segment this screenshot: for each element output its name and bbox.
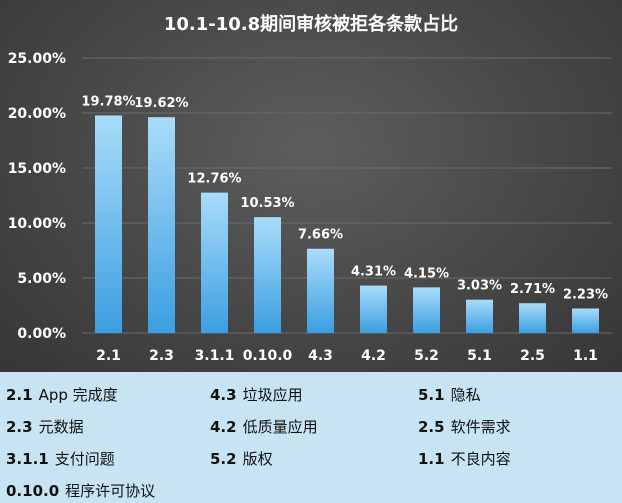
legend-panel: 2.1 App 完成度 2.3 元数据 3.1.1 支付问题 0.10.0 程序许可协议…: [0, 372, 622, 503]
legend-item-2-5: 2.5 软件需求: [418, 416, 511, 437]
bar: [307, 248, 334, 333]
legend-label: 低质量应用: [242, 418, 318, 436]
legend-item-0-10-0: 0.10.0 程序许可协议: [6, 480, 155, 501]
bar: [254, 217, 281, 333]
bar: [413, 287, 440, 333]
y-tick-label: 0.00%: [17, 326, 66, 342]
legend-code: 4.3: [210, 386, 237, 404]
legend-item-5-2: 5.2 版权: [210, 448, 273, 469]
bar: [519, 303, 546, 333]
y-tick-label: 10.00%: [8, 216, 66, 232]
legend-code: 1.1: [418, 450, 445, 468]
x-tick-label: 1.1: [573, 348, 598, 364]
x-tick-label: 4.2: [361, 348, 386, 364]
bar: [360, 285, 387, 333]
legend-label: 元数据: [38, 418, 84, 436]
legend-label: 程序许可协议: [65, 482, 156, 500]
data-label: 12.76%: [187, 172, 241, 187]
x-tick-label: 4.3: [308, 348, 333, 364]
x-tick-label: 2.5: [520, 348, 545, 364]
x-tick-label: 0.10.0: [243, 348, 293, 364]
bar: [148, 117, 175, 334]
legend-label: 隐私: [450, 386, 481, 404]
legend-code: 0.10.0: [6, 482, 60, 500]
data-label: 19.78%: [81, 94, 135, 109]
x-tick-label: 5.1: [467, 348, 492, 364]
bar: [95, 115, 122, 333]
y-tick-label: 25.00%: [8, 51, 66, 67]
y-tick-label: 15.00%: [8, 161, 66, 177]
legend-item-3-1-1: 3.1.1 支付问题: [6, 448, 115, 469]
legend-code: 5.1: [418, 386, 445, 404]
data-label: 2.71%: [510, 282, 555, 297]
legend-code: 2.3: [6, 418, 33, 436]
x-tick-label: 2.3: [149, 348, 174, 364]
legend-code: 3.1.1: [6, 450, 49, 468]
bar: [201, 192, 228, 333]
bar: [466, 299, 493, 333]
legend-code: 5.2: [210, 450, 237, 468]
y-tick-label: 20.00%: [8, 106, 66, 122]
data-label: 10.53%: [240, 196, 294, 211]
legend-item-4-2: 4.2 低质量应用: [210, 416, 318, 437]
legend-code: 4.2: [210, 418, 237, 436]
legend-label: 垃圾应用: [242, 386, 303, 404]
legend-code: 2.1: [6, 386, 33, 404]
chart-panel: 10.1-10.8期间审核被拒各条款占比 0.00% 5.00% 10.00% 15.…: [0, 0, 622, 372]
data-label: 2.23%: [563, 287, 608, 302]
data-label: 7.66%: [298, 228, 343, 243]
chart-title: 10.1-10.8期间审核被拒各条款占比: [163, 14, 459, 35]
legend-item-5-1: 5.1 隐私: [418, 384, 481, 405]
legend-item-2-1: 2.1 App 完成度: [6, 384, 118, 405]
legend-item-2-3: 2.3 元数据: [6, 416, 84, 437]
legend-item-1-1: 1.1 不良内容: [418, 448, 511, 469]
x-tick-label: 2.1: [96, 348, 121, 364]
legend-item-4-3: 4.3 垃圾应用: [210, 384, 303, 405]
legend-label: App 完成度: [38, 386, 118, 404]
y-tick-label: 5.00%: [17, 271, 66, 287]
legend-label: 不良内容: [450, 450, 511, 468]
legend-code: 2.5: [418, 418, 445, 436]
x-tick-label: 5.2: [414, 348, 439, 364]
data-label: 19.62%: [134, 96, 188, 111]
bar: [572, 308, 599, 333]
legend-label: 支付问题: [54, 450, 115, 468]
legend-label: 版权: [242, 450, 273, 468]
data-label: 4.15%: [404, 266, 449, 281]
x-tick-label: 3.1.1: [195, 348, 235, 364]
legend-label: 软件需求: [450, 418, 511, 436]
data-label: 4.31%: [351, 265, 396, 280]
bar-chart: 0.00% 5.00% 10.00% 15.00% 20.00% 25.00% 19.78%…: [8, 51, 612, 364]
data-label: 3.03%: [457, 279, 502, 294]
